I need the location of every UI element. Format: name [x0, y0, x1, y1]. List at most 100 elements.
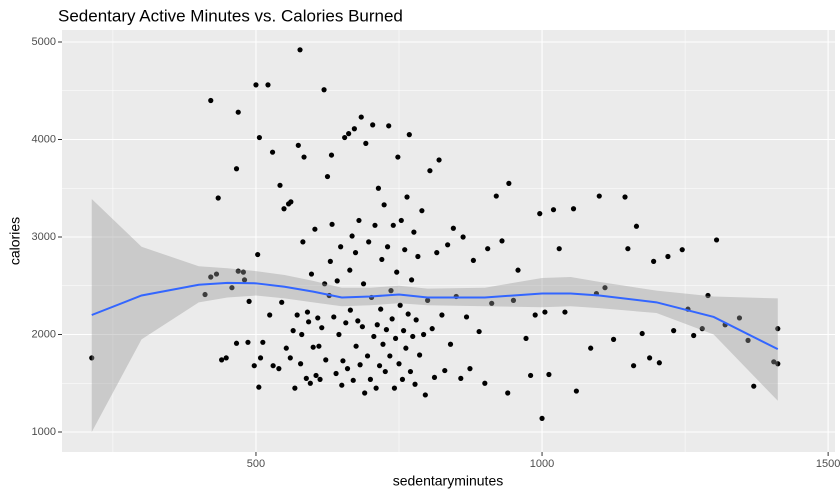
y-axis-label: calories — [7, 217, 23, 265]
point — [208, 97, 214, 104]
point — [355, 318, 361, 324]
point — [745, 337, 751, 343]
point — [419, 208, 425, 214]
point — [251, 363, 257, 369]
point — [303, 375, 309, 381]
point — [306, 319, 312, 325]
point — [339, 382, 345, 388]
point — [359, 324, 365, 330]
chart-title: Sedentary Active Minutes vs. Calories Bu… — [58, 6, 403, 25]
point — [405, 311, 411, 317]
point — [386, 123, 392, 129]
point — [253, 82, 259, 88]
point — [295, 142, 301, 148]
point — [542, 309, 548, 315]
point — [315, 315, 321, 321]
point — [374, 322, 380, 328]
point — [312, 226, 318, 232]
point — [350, 377, 356, 383]
point — [317, 376, 323, 382]
point — [429, 326, 435, 332]
point — [539, 415, 545, 421]
point — [699, 326, 705, 332]
point — [713, 237, 720, 243]
x-axis-label: sedentaryminutes — [393, 473, 504, 489]
point — [260, 339, 266, 345]
point — [304, 309, 311, 315]
point — [300, 239, 306, 245]
y-tick-label: 5000 — [32, 36, 56, 48]
point — [375, 185, 382, 191]
point — [751, 383, 757, 389]
point — [334, 278, 340, 284]
point — [283, 345, 289, 351]
point — [336, 331, 342, 338]
point — [342, 134, 348, 141]
point — [328, 152, 335, 158]
point — [319, 325, 325, 331]
point — [537, 211, 543, 217]
point — [287, 355, 293, 361]
point — [436, 157, 442, 163]
point — [399, 376, 406, 382]
point — [367, 376, 373, 382]
point — [372, 222, 378, 228]
point — [394, 269, 400, 275]
point — [301, 154, 307, 160]
point — [202, 291, 208, 298]
point — [245, 339, 251, 345]
point — [391, 385, 398, 391]
point — [417, 352, 423, 358]
point — [647, 355, 653, 361]
point — [358, 114, 364, 120]
point — [329, 221, 335, 227]
point — [292, 385, 298, 391]
point — [370, 122, 376, 128]
point — [410, 333, 416, 340]
point — [357, 362, 363, 368]
point — [510, 297, 517, 303]
point — [532, 312, 538, 318]
point — [276, 366, 282, 372]
y-tick-label: 1000 — [32, 426, 56, 438]
point — [343, 320, 349, 326]
point — [705, 292, 711, 299]
point — [233, 166, 240, 172]
point — [633, 223, 640, 229]
point — [379, 256, 385, 263]
point — [256, 384, 262, 390]
point — [570, 206, 577, 212]
point — [378, 306, 384, 312]
point — [349, 233, 355, 239]
point — [622, 194, 628, 200]
point — [223, 355, 229, 361]
point — [353, 343, 359, 349]
point — [333, 370, 339, 377]
point — [290, 328, 296, 334]
point — [463, 314, 470, 320]
point — [313, 372, 319, 379]
point — [381, 202, 387, 208]
point — [241, 277, 248, 283]
point — [371, 333, 377, 340]
point — [360, 281, 367, 287]
point — [324, 173, 331, 180]
point — [347, 267, 353, 273]
point — [562, 309, 568, 315]
point — [467, 366, 473, 372]
point — [256, 134, 262, 141]
point — [219, 357, 225, 363]
point — [346, 131, 352, 137]
point — [235, 268, 241, 274]
point — [775, 361, 781, 367]
point — [366, 239, 372, 245]
point — [376, 363, 383, 369]
point — [434, 250, 440, 256]
y-tick-label: 3000 — [32, 231, 56, 243]
point — [489, 300, 495, 306]
point — [625, 246, 631, 252]
point — [277, 182, 283, 188]
point — [588, 345, 594, 351]
point — [215, 195, 221, 201]
